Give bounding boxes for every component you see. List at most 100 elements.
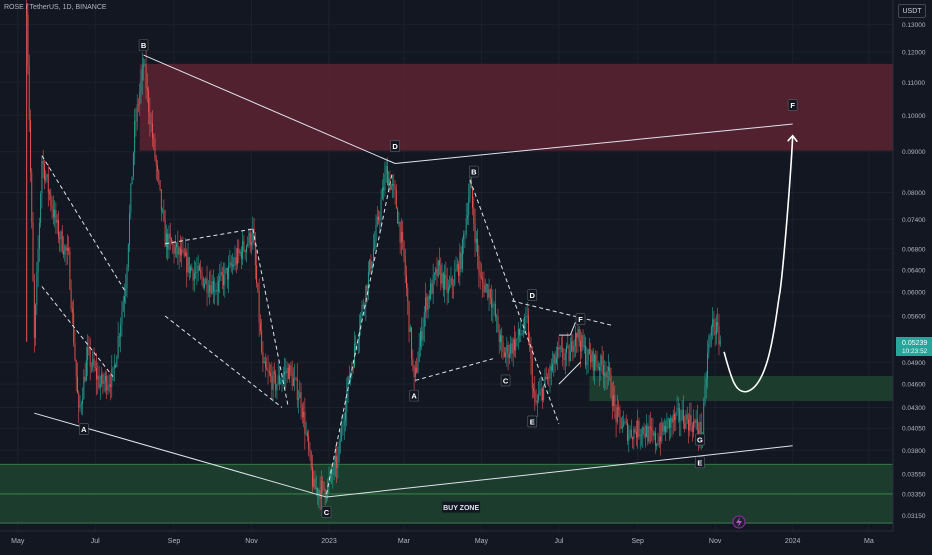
candle-body xyxy=(370,259,372,270)
candle-body xyxy=(496,316,498,318)
candle-body xyxy=(31,171,33,223)
time-axis[interactable]: May Jul Sep Nov 2023 Mar May Jul Sep Nov 2024 Ma xyxy=(0,530,932,550)
event-icon[interactable] xyxy=(732,515,746,529)
wave-label-box xyxy=(695,456,705,469)
candle-body xyxy=(411,327,413,359)
candle-body xyxy=(590,354,592,363)
candle-body xyxy=(305,432,307,434)
candle-body xyxy=(144,64,146,66)
dashed-trendline xyxy=(41,286,114,378)
candle-body xyxy=(431,283,433,294)
wave-label-box xyxy=(500,374,511,387)
candle-body xyxy=(177,242,179,255)
wave-label-box xyxy=(390,140,400,152)
price-tick-label: 0.10000 xyxy=(902,113,926,120)
candle-body xyxy=(230,262,232,267)
candle-body xyxy=(282,375,284,380)
candle-body xyxy=(309,449,311,453)
candle-body xyxy=(273,371,275,374)
candle-body xyxy=(341,426,343,442)
candle-body xyxy=(442,273,444,290)
candle-body xyxy=(685,414,687,429)
candle-body xyxy=(74,342,76,360)
candle-body xyxy=(611,397,613,407)
candle-body xyxy=(244,250,246,253)
candle-body xyxy=(539,390,541,395)
candle-body xyxy=(606,371,608,377)
candle-body xyxy=(463,234,465,240)
candle-body xyxy=(677,407,679,409)
candle-body xyxy=(371,261,373,270)
price-tick-label: 0.04050 xyxy=(902,426,926,433)
candle-body xyxy=(135,120,137,122)
wave-labels: BUY ZONE A B C D A B C D E F G E F xyxy=(79,39,798,518)
zones xyxy=(0,63,893,524)
candle-body xyxy=(172,243,174,245)
candle-body xyxy=(207,292,209,293)
price-tick-label: 0.09000 xyxy=(902,149,926,156)
candle-body xyxy=(493,303,495,305)
candle-body xyxy=(115,365,117,368)
trendline xyxy=(395,123,793,164)
price-tick-label: 0.12000 xyxy=(902,50,926,57)
candle-body xyxy=(291,371,293,386)
candle-body xyxy=(691,425,693,432)
candle-body xyxy=(108,384,110,386)
candle-body xyxy=(318,490,320,495)
candle-body xyxy=(577,329,579,338)
price-tick-label: 0.03550 xyxy=(902,471,926,478)
current-price-tag: 0.05239 10:23:52 xyxy=(896,337,932,356)
candle-body xyxy=(657,443,659,445)
candle-body xyxy=(694,421,696,424)
candle-body xyxy=(399,221,401,243)
candle-body xyxy=(489,289,491,299)
candle-body xyxy=(567,345,569,347)
candle-body xyxy=(210,285,212,294)
candle-body xyxy=(684,423,686,429)
candle-body xyxy=(535,401,537,403)
candle-body xyxy=(33,281,35,338)
candle-body xyxy=(280,382,282,384)
candle-body xyxy=(107,385,109,391)
candle-body xyxy=(356,343,358,345)
candle-body xyxy=(530,345,532,359)
candle-body xyxy=(487,284,489,298)
candle-body xyxy=(205,278,207,284)
candle-body xyxy=(140,79,142,93)
buy-zone-label: BUY ZONE xyxy=(443,505,479,512)
wave-label-box xyxy=(787,99,798,111)
candle-body xyxy=(456,264,458,269)
price-axis[interactable]: 0.13000 0.12000 0.11000 0.10000 0.09000 0.080… xyxy=(892,0,932,550)
candle-body xyxy=(168,233,170,250)
candle-body xyxy=(80,404,82,406)
candle-body xyxy=(506,345,508,353)
symbol-title[interactable]: ROSE / TetherUS, 1D, BINANCE xyxy=(4,4,107,11)
candle-body xyxy=(55,209,57,223)
candle-body xyxy=(531,358,533,389)
candle-body xyxy=(508,353,510,358)
wave-label-box xyxy=(575,313,586,325)
candle-body xyxy=(345,411,346,421)
candle-body xyxy=(196,271,198,273)
candle-body xyxy=(104,375,106,382)
candle-body xyxy=(422,326,424,341)
candle-body xyxy=(484,285,486,293)
candle-body xyxy=(150,123,152,125)
candle-body xyxy=(214,290,216,292)
candle-body xyxy=(285,371,287,374)
candle-body xyxy=(178,247,180,255)
candle-body xyxy=(461,239,463,269)
wave-label-d: D xyxy=(530,291,536,300)
candle-body xyxy=(73,312,75,343)
candle-body xyxy=(116,356,118,368)
candle-body xyxy=(379,217,381,221)
candle-body xyxy=(221,271,223,276)
price-tick-label: 0.11000 xyxy=(902,80,925,87)
candle-body xyxy=(671,418,673,423)
candle-body xyxy=(131,176,133,185)
candle-body xyxy=(648,426,650,442)
currency-badge[interactable]: USDT xyxy=(898,4,926,18)
candle-body xyxy=(185,252,186,256)
